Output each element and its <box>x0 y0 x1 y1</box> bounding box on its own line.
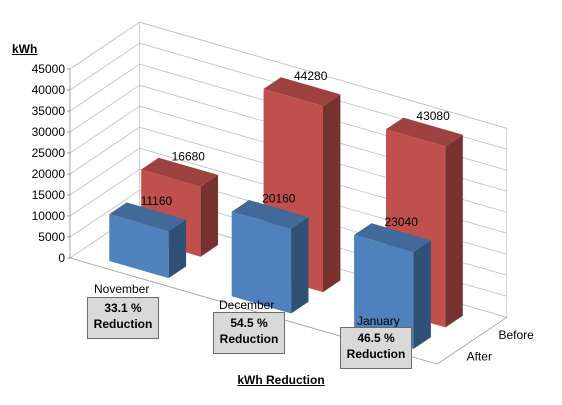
y-axis: 0 5000 10000 15000 20000 25000 30000 35000 40000… <box>32 62 70 265</box>
bar-top <box>141 157 218 187</box>
bar-top <box>109 202 187 232</box>
y-tick-label: 40000 <box>32 83 66 97</box>
gridline <box>69 105 507 213</box>
bar-front <box>109 214 169 279</box>
y-tick-label: 30000 <box>32 125 66 139</box>
reduction-box-november: 33.1 % Reduction <box>87 297 159 339</box>
data-label: 23040 <box>385 215 419 229</box>
reduction-percent: 46.5 % <box>357 331 395 345</box>
reduction-percent: 54.5 % <box>230 316 268 330</box>
y-tick-label: 0 <box>58 251 65 265</box>
bar-side <box>445 134 463 328</box>
depth-axis: After Before <box>467 328 535 364</box>
bar-side <box>200 174 218 257</box>
y-tick-label: 10000 <box>32 209 66 223</box>
gridline <box>69 42 507 150</box>
data-label: 43080 <box>416 109 450 123</box>
category-label-november: November <box>94 282 150 296</box>
data-label: 11160 <box>141 194 173 208</box>
gridline <box>69 63 507 171</box>
gridline <box>69 126 507 234</box>
gridline <box>69 147 507 255</box>
reduction-word: Reduction <box>219 332 279 346</box>
y-tick-label: 25000 <box>32 146 66 160</box>
category-label-december: December <box>219 298 275 312</box>
gridline <box>69 84 507 192</box>
bar-top <box>231 200 309 229</box>
bar-side <box>323 94 341 293</box>
reduction-word: Reduction <box>93 317 153 331</box>
y-tick-label: 20000 <box>32 167 66 181</box>
data-label: 20160 <box>262 192 296 206</box>
y-tick-label: 35000 <box>32 104 66 118</box>
reduction-word: Reduction <box>346 347 406 361</box>
data-label: 44280 <box>294 69 328 83</box>
y-tick-label: 15000 <box>32 188 66 202</box>
bar-top <box>386 117 463 147</box>
bar-top <box>354 223 431 253</box>
data-labels: 16680 44280 43080 11160 20160 23040 <box>141 69 451 229</box>
bar-after-january <box>354 223 431 349</box>
bar-front <box>231 211 292 314</box>
y-tick-label: 5000 <box>38 230 65 244</box>
y-tick-label: 45000 <box>32 62 66 76</box>
y-axis-title: kWh <box>12 42 38 56</box>
bars <box>109 77 463 349</box>
bar-top <box>263 77 341 107</box>
bar-side <box>291 217 309 314</box>
category-label-january: January <box>357 314 400 328</box>
bar-after-november <box>109 202 187 279</box>
floor-edge <box>69 257 508 365</box>
reduction-box-december: 54.5 % Reduction <box>213 312 285 354</box>
reduction-percent: 33.1 % <box>104 301 142 315</box>
bar-after-december <box>231 200 309 314</box>
depth-label-before: Before <box>499 328 535 342</box>
data-label: 16680 <box>172 149 206 163</box>
reduction-box-january: 46.5 % Reduction <box>340 327 412 369</box>
bar-front <box>354 234 414 349</box>
bar-side <box>413 240 431 349</box>
gridline <box>69 21 507 129</box>
bar-side <box>168 219 187 279</box>
x-axis-title: kWh Reduction <box>237 373 325 387</box>
depth-label-after: After <box>467 349 492 363</box>
